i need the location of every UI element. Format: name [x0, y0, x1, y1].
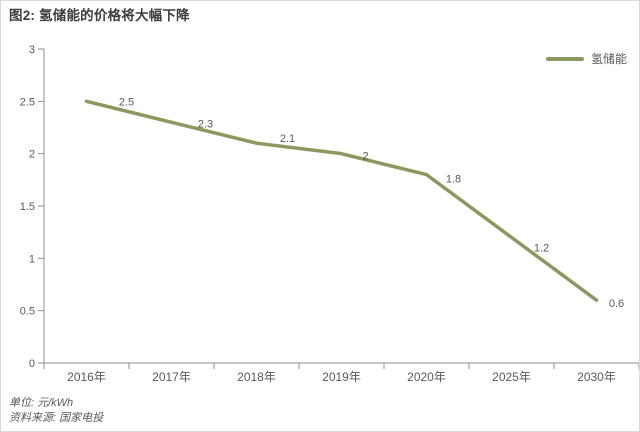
x-tick-label: 2020年: [407, 370, 446, 384]
data-point-label: 2.3: [198, 118, 213, 130]
data-point-label: 2.5: [119, 96, 134, 108]
data-point-label: 0.6: [609, 298, 624, 310]
legend-label: 氢储能: [591, 52, 628, 66]
series-line: [84, 99, 599, 302]
legend-line-swatch: [546, 56, 584, 61]
y-tick-label: 2: [29, 149, 35, 161]
x-tick-label: 2019年: [322, 370, 361, 384]
y-tick-label: 1.5: [20, 201, 35, 213]
x-tick-label: 2017年: [152, 370, 191, 384]
y-tick-label: 2.5: [20, 96, 35, 108]
x-tick-label: 2018年: [237, 370, 276, 384]
source-note: 资料来源: 国家电投: [9, 412, 104, 424]
x-tick-label: 2016年: [67, 370, 106, 384]
data-point-label: 1.2: [534, 242, 549, 254]
unit-note: 单位: 元/kWh: [9, 397, 74, 409]
chart-title: 图2: 氢储能的价格将大幅下降: [9, 8, 190, 23]
y-tick-label: 0.5: [20, 306, 35, 318]
data-point-label: 2: [362, 151, 368, 163]
x-tick-label: 2025年: [492, 370, 531, 384]
legend: 氢储能: [546, 50, 627, 67]
y-tick-label: 0: [29, 358, 35, 370]
data-point-label: 2.1: [280, 133, 295, 145]
y-tick-label: 3: [29, 44, 35, 56]
x-tick-label: 2030年: [577, 370, 616, 384]
chart-footer: 单位: 元/kWh 资料来源: 国家电投: [9, 396, 103, 426]
data-point-label: 1.8: [446, 174, 461, 186]
y-tick-label: 1: [29, 253, 35, 265]
